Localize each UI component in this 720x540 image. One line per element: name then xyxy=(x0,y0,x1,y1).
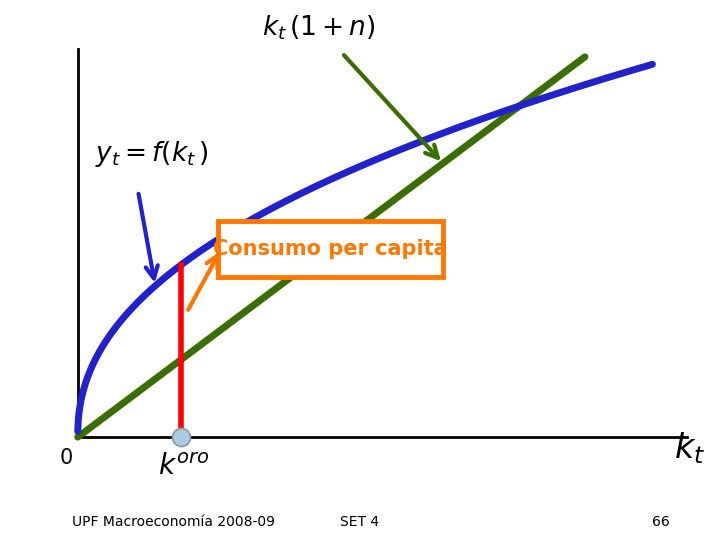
Text: 0: 0 xyxy=(60,448,73,468)
Text: $k^{oro}$: $k^{oro}$ xyxy=(158,454,210,481)
Text: $y_t = f(k_t\,)$: $y_t = f(k_t\,)$ xyxy=(95,139,209,169)
Text: 66: 66 xyxy=(652,516,670,530)
Text: Consumo per capita: Consumo per capita xyxy=(213,239,448,259)
Text: SET 4: SET 4 xyxy=(341,516,379,530)
FancyBboxPatch shape xyxy=(218,221,443,277)
Text: $k_t$: $k_t$ xyxy=(674,430,706,466)
Text: UPF Macroeconomía 2008-09: UPF Macroeconomía 2008-09 xyxy=(72,516,275,530)
Text: $k_t\,(1+n)$: $k_t\,(1+n)$ xyxy=(262,14,376,42)
